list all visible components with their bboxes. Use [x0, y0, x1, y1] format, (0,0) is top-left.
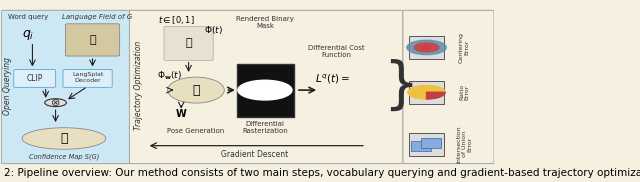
FancyBboxPatch shape [63, 70, 112, 87]
Text: Intersection
of Union
Error: Intersection of Union Error [456, 125, 473, 163]
Text: Rendered Binary
Mask: Rendered Binary Mask [236, 16, 294, 29]
Ellipse shape [22, 128, 106, 149]
FancyBboxPatch shape [421, 139, 441, 148]
FancyBboxPatch shape [129, 10, 403, 164]
FancyBboxPatch shape [237, 64, 294, 117]
FancyBboxPatch shape [164, 26, 213, 61]
Text: $L^q(t) =$: $L^q(t) =$ [315, 73, 350, 86]
Text: Differential
Rasterization: Differential Rasterization [242, 121, 288, 134]
Text: 🌺: 🌺 [192, 84, 200, 97]
Text: Open Querying: Open Querying [3, 57, 12, 115]
Circle shape [407, 40, 446, 55]
FancyBboxPatch shape [409, 133, 444, 156]
Ellipse shape [168, 77, 224, 103]
Text: Confidence Map S(G): Confidence Map S(G) [29, 153, 99, 160]
Text: Ratio
Error: Ratio Error [459, 84, 470, 100]
Circle shape [45, 99, 67, 107]
Circle shape [414, 43, 439, 52]
Text: 2: Pipeline overview: Our method consists of two main steps, vocabulary querying: 2: Pipeline overview: Our method consist… [4, 168, 640, 178]
Text: Trajectory Optimization: Trajectory Optimization [134, 41, 143, 130]
Text: Language Field of G: Language Field of G [62, 14, 132, 20]
FancyBboxPatch shape [409, 81, 444, 104]
Text: W: W [176, 109, 187, 119]
Text: $t \in [0,1]$: $t \in [0,1]$ [158, 14, 195, 26]
Text: $\Phi_\mathbf{w}(t)$: $\Phi_\mathbf{w}(t)$ [157, 70, 182, 82]
FancyBboxPatch shape [1, 10, 132, 164]
FancyBboxPatch shape [403, 10, 494, 164]
Circle shape [238, 80, 292, 100]
FancyBboxPatch shape [13, 70, 56, 87]
Text: CLIP: CLIP [27, 74, 43, 83]
Wedge shape [426, 92, 445, 99]
Text: $q_i$: $q_i$ [22, 28, 35, 42]
Text: $\Phi(t)$: $\Phi(t)$ [204, 24, 223, 36]
Text: }: } [383, 59, 418, 113]
Text: Differential Cost
Function: Differential Cost Function [308, 45, 365, 58]
FancyBboxPatch shape [65, 24, 120, 56]
Circle shape [422, 46, 431, 49]
Text: Centering
Error: Centering Error [459, 32, 470, 63]
Text: 📷: 📷 [185, 39, 192, 49]
Text: 🌿: 🌿 [89, 35, 96, 45]
Text: LangSplat
Decoder: LangSplat Decoder [72, 72, 103, 83]
Text: Gradient Descent: Gradient Descent [221, 150, 289, 159]
Text: 🌺: 🌺 [60, 132, 68, 145]
FancyBboxPatch shape [412, 141, 431, 151]
Wedge shape [408, 85, 445, 99]
Text: Word query: Word query [8, 14, 49, 20]
Text: Pose Generation: Pose Generation [167, 128, 225, 134]
Text: ⊗: ⊗ [51, 98, 60, 108]
FancyBboxPatch shape [409, 36, 444, 59]
